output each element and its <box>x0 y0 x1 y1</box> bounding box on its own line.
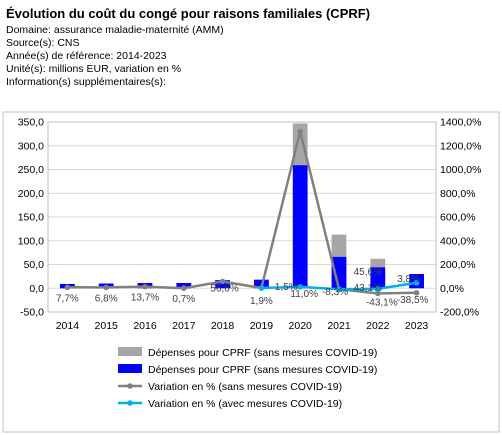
meta-source: Source(s): CNS <box>6 37 80 49</box>
y-right-tick-label: 0,0% <box>440 283 464 295</box>
line-point <box>336 286 342 293</box>
data-label: 6,8% <box>95 293 118 304</box>
legend-swatch <box>118 347 142 356</box>
x-tick-label: 2016 <box>133 320 157 332</box>
data-label: -8,3% <box>322 287 348 298</box>
line-point <box>258 285 265 291</box>
y-left-tick-label: 150,0 <box>18 212 44 224</box>
y-left-tick-label: 300,0 <box>18 140 44 152</box>
line-point <box>375 290 381 297</box>
data-label: 0,7% <box>172 294 195 305</box>
y-right-tick-label: 800,0% <box>440 188 476 200</box>
x-tick-label: 2017 <box>172 320 196 332</box>
line-point <box>103 284 109 291</box>
data-label: 3,8% <box>397 274 420 285</box>
line-point <box>297 284 304 290</box>
y-left-tick-label: 0,0 <box>29 283 44 295</box>
x-tick-label: 2021 <box>327 320 351 332</box>
line-point <box>297 128 304 135</box>
y-left-tick-label: 50,0 <box>24 259 45 271</box>
y-left-tick-label: 100,0 <box>18 235 44 247</box>
data-label: 7,7% <box>56 293 79 304</box>
y-right-tick-label: -200,0% <box>440 307 479 319</box>
chart-header: Évolution du coût du congé pour raisons … <box>6 6 496 89</box>
legend-label: Variation en % (sans mesures COVID-19) <box>148 381 342 393</box>
line-point <box>413 280 420 286</box>
legend-swatch <box>118 364 142 373</box>
meta-domain: Domaine: assurance maladie-maternité (AM… <box>6 24 224 36</box>
legend-label: Dépenses pour CPRF (sans mesures COVID-1… <box>148 364 377 376</box>
x-tick-label: 2020 <box>289 320 313 332</box>
meta-additional-info: Information(s) supplémentaires(s): <box>6 76 166 88</box>
y-right-tick-label: 1000,0% <box>440 164 481 176</box>
chart-frame <box>2 111 500 433</box>
data-label: 43,1% <box>354 283 382 294</box>
x-tick-label: 2022 <box>366 320 390 332</box>
bar-main <box>331 256 347 289</box>
plot-area-border <box>47 121 437 313</box>
line-point <box>375 286 381 292</box>
y-left-tick-label: -50,0 <box>20 307 44 319</box>
legend-label: Variation en % (avec mesures COVID-19) <box>148 398 342 410</box>
y-right-tick-label: 600,0% <box>440 212 476 224</box>
data-label: 45,6% <box>354 267 382 278</box>
line-point <box>219 278 226 285</box>
legend-label: Dépenses pour CPRF (sans mesures COVID-1… <box>148 347 377 359</box>
data-label: -38,5% <box>397 295 429 306</box>
legend-swatch-marker <box>127 383 133 389</box>
y-right-tick-label: 1400,0% <box>440 117 481 129</box>
y-right-tick-label: 1200,0% <box>440 140 481 152</box>
line-point <box>64 284 71 291</box>
data-label: 11,0% <box>290 289 318 300</box>
x-tick-label: 2023 <box>405 320 429 332</box>
line-point <box>413 290 420 296</box>
y-left-tick-label: 350,0 <box>18 117 44 129</box>
bar-main <box>292 165 308 289</box>
x-tick-label: 2018 <box>211 320 235 332</box>
x-tick-label: 2019 <box>250 320 274 332</box>
y-left-tick-label: 250,0 <box>18 164 44 176</box>
bar-main <box>370 267 386 289</box>
line-variation-without-covid <box>67 131 417 295</box>
data-label: 1,5% <box>275 282 298 293</box>
line-point <box>181 285 187 291</box>
line-point <box>142 283 148 290</box>
y-right-tick-label: 200,0% <box>440 259 476 271</box>
chart-title: Évolution du coût du congé pour raisons … <box>6 6 371 21</box>
meta-reference-years: Année(s) de référence: 2014-2023 <box>6 50 167 62</box>
data-label: 13,7% <box>131 293 159 304</box>
data-label: -43,1% <box>366 297 398 308</box>
x-tick-label: 2014 <box>56 320 80 332</box>
x-tick-label: 2015 <box>95 320 119 332</box>
data-label: 1,9% <box>250 296 273 307</box>
legend-swatch-marker <box>127 400 133 406</box>
meta-units: Unité(s): millions EUR, variation en % <box>6 63 182 75</box>
y-left-tick-label: 200,0 <box>18 188 44 200</box>
y-right-tick-label: 400,0% <box>440 235 476 247</box>
data-label: 56,6% <box>210 284 238 295</box>
